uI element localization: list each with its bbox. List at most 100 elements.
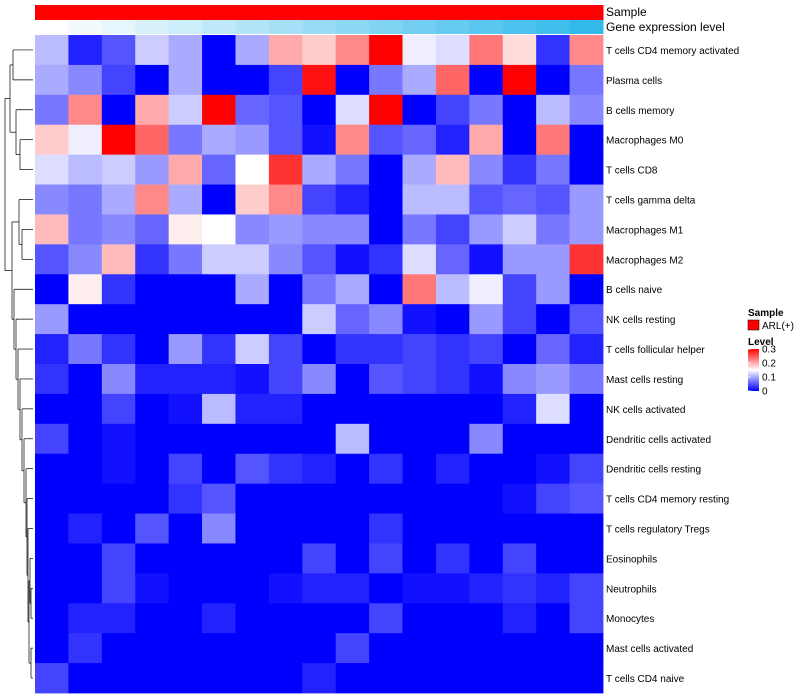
heatmap-cell <box>135 663 170 694</box>
heatmap-cell <box>101 513 136 544</box>
heatmap-cell <box>435 334 470 365</box>
heatmap-cell <box>469 94 504 126</box>
heatmap-cell <box>135 304 170 335</box>
heatmap-cell <box>335 483 370 514</box>
expression-track-cell <box>502 20 537 34</box>
heatmap-cell <box>569 543 604 574</box>
heatmap-cell <box>35 603 69 634</box>
heatmap-cell <box>35 244 69 275</box>
heatmap-cell <box>569 453 604 485</box>
heatmap-cell <box>502 154 537 185</box>
legend-level-colorbar <box>748 349 759 391</box>
expression-track-cell <box>402 20 437 34</box>
heatmap-cell <box>536 364 570 395</box>
heatmap-cell <box>101 393 136 425</box>
heatmap-cell <box>168 244 203 275</box>
heatmap-cell <box>369 573 403 604</box>
heatmap-cell <box>168 334 203 365</box>
heatmap-cell <box>302 663 337 694</box>
heatmap-cell <box>168 35 203 66</box>
heatmap-cell <box>435 244 470 275</box>
heatmap-cell <box>469 124 504 156</box>
expression-track-cell <box>135 20 170 34</box>
heatmap-cell <box>268 184 303 215</box>
track-label-sample: Sample <box>606 5 647 19</box>
heatmap-cell <box>335 244 370 275</box>
heatmap-cell <box>168 483 203 514</box>
sample-track-cell <box>35 5 69 20</box>
heatmap-cell <box>268 244 303 275</box>
heatmap-cell <box>202 364 236 395</box>
sample-track-cell <box>68 5 103 20</box>
heatmap-cell <box>335 214 370 245</box>
heatmap-cell <box>101 35 136 66</box>
heatmap-cell <box>536 543 570 574</box>
heatmap-cell <box>235 393 270 425</box>
heatmap-cell <box>369 364 403 395</box>
heatmap-cell <box>369 124 403 156</box>
heatmap-cell <box>335 393 370 425</box>
legend: Sample ARL(+) Level 0.3 0.2 0.1 0 <box>747 308 794 398</box>
heatmap-cell <box>502 663 537 694</box>
heatmap-cell <box>469 154 504 185</box>
heatmap-cell <box>435 64 470 96</box>
heatmap-cell <box>68 334 103 365</box>
heatmap-cell <box>168 184 203 215</box>
heatmap-cell <box>202 663 236 694</box>
heatmap-cell <box>202 64 236 96</box>
heatmap-cell <box>569 35 604 66</box>
legend-sample-item: ARL(+) <box>762 321 794 332</box>
heatmap-cell <box>302 513 337 544</box>
heatmap-cell <box>268 154 303 185</box>
row-labels: T cells CD4 memory activated Plasma cells… <box>606 46 739 685</box>
heatmap-cell <box>469 663 504 694</box>
heatmap-cell <box>202 124 236 156</box>
heatmap-cell <box>569 513 604 544</box>
heatmap-cell <box>536 483 570 514</box>
heatmap-cell <box>268 214 303 245</box>
heatmap-cell <box>135 184 170 215</box>
heatmap-cell <box>68 513 103 544</box>
heatmap-cell <box>469 573 504 604</box>
heatmap-cell <box>202 483 236 514</box>
heatmap-cell <box>68 64 103 96</box>
heatmap-cell <box>569 393 604 425</box>
row-label: NK cells resting <box>606 315 675 326</box>
row-label: Dendritic cells resting <box>606 465 701 476</box>
heatmap-cell <box>569 304 604 335</box>
heatmap-cell <box>402 334 437 365</box>
heatmap-cell <box>168 603 203 634</box>
heatmap-cell <box>335 334 370 365</box>
heatmap-cell <box>135 214 170 245</box>
legend-tick-label: 0.1 <box>762 373 776 384</box>
heatmap-cell <box>402 633 437 664</box>
heatmap-cell <box>369 214 403 245</box>
expression-track-cell <box>168 20 203 34</box>
heatmap-cell <box>469 513 504 544</box>
heatmap-cell <box>335 124 370 156</box>
heatmap-cell <box>35 364 69 395</box>
heatmap-cell <box>302 543 337 574</box>
legend-level-title: Level <box>748 337 774 348</box>
heatmap-cell <box>402 64 437 96</box>
heatmap-cell <box>536 633 570 664</box>
heatmap-cell <box>335 154 370 185</box>
heatmap-cell <box>402 603 437 634</box>
heatmap-cell <box>268 124 303 156</box>
heatmap-cell <box>502 513 537 544</box>
heatmap-cell <box>502 274 537 305</box>
heatmap-cell <box>235 513 270 544</box>
heatmap-cell <box>569 94 604 126</box>
heatmap-cell <box>268 304 303 335</box>
heatmap-cell <box>68 304 103 335</box>
heatmap-cell <box>235 543 270 574</box>
heatmap-cell <box>502 244 537 275</box>
heatmap-cell <box>35 483 69 514</box>
heatmap-cell <box>302 124 337 156</box>
row-label: NK cells activated <box>606 405 685 416</box>
heatmap-cell <box>101 334 136 365</box>
heatmap-cell <box>202 35 236 66</box>
heatmap-cell <box>268 393 303 425</box>
heatmap-cell <box>68 543 103 574</box>
row-label: T cells regulatory Tregs <box>606 525 710 536</box>
